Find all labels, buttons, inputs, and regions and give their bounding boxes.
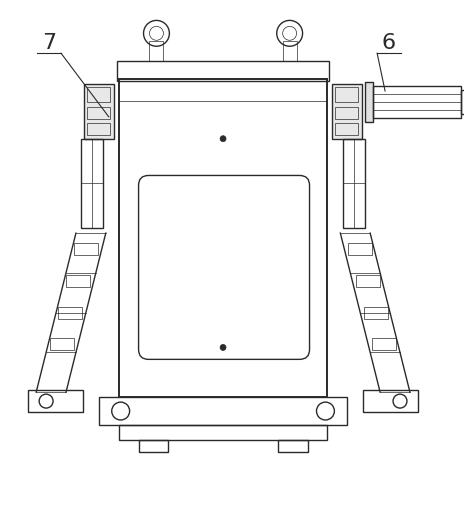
Circle shape [220, 344, 226, 350]
Bar [373, 86, 461, 118]
Bar [87, 87, 110, 102]
Bar [117, 61, 329, 81]
Bar [119, 79, 327, 397]
Bar [66, 275, 90, 287]
Bar [335, 107, 358, 119]
Bar [335, 123, 358, 135]
Bar [50, 339, 74, 350]
Bar [87, 123, 110, 135]
Bar [81, 139, 103, 228]
Bar [139, 440, 168, 452]
Bar [278, 440, 307, 452]
Bar [99, 397, 347, 425]
Bar [356, 275, 380, 287]
Bar [365, 82, 373, 122]
Text: 7: 7 [42, 33, 56, 53]
Bar [84, 84, 114, 139]
Circle shape [220, 136, 226, 141]
Bar [348, 243, 372, 255]
Bar [74, 243, 98, 255]
Bar [58, 307, 82, 318]
Bar [343, 139, 365, 228]
Bar [87, 107, 110, 119]
Bar [150, 41, 163, 61]
Bar [335, 87, 358, 102]
Bar [283, 41, 297, 61]
Bar [364, 307, 388, 318]
Bar [332, 84, 362, 139]
Text: 6: 6 [382, 33, 396, 53]
Bar [119, 425, 327, 440]
Bar [372, 339, 396, 350]
Bar [28, 390, 83, 412]
Bar [363, 390, 418, 412]
Bar [461, 90, 465, 114]
